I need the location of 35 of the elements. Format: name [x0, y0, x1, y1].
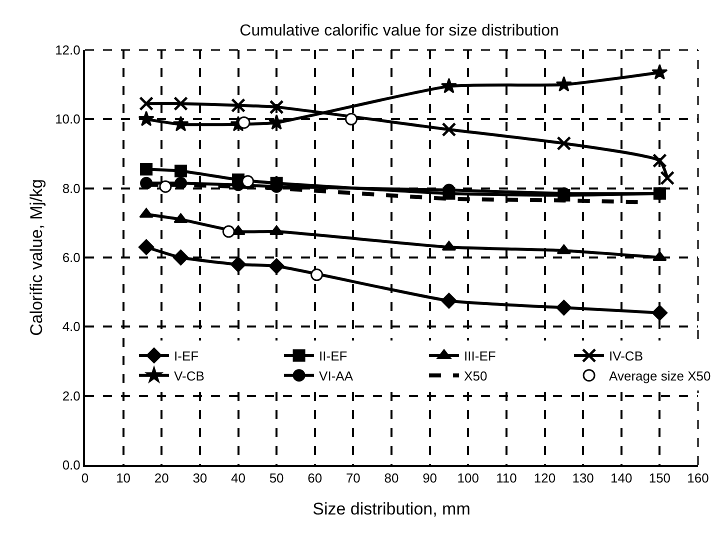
- x-tick-label: 20: [154, 470, 169, 486]
- x-tick-label: 50: [269, 470, 284, 486]
- x-tick-label: 160: [687, 470, 709, 486]
- chart-title: Cumulative calorific value for size distribution: [240, 22, 559, 40]
- x-tick-label: 130: [572, 470, 594, 486]
- legend-label: IV-CB: [609, 348, 644, 364]
- legend-label: III-EF: [464, 348, 496, 364]
- y-axis-title: Calorific value, Mj/kg: [27, 179, 46, 336]
- x-tick-label: 40: [231, 470, 246, 486]
- legend-label: V-CB: [174, 368, 204, 384]
- legend-label: VI-AA: [319, 368, 354, 384]
- x-tick-label: 10: [116, 470, 131, 486]
- legend-label: II-EF: [319, 348, 348, 364]
- y-tick-label: 12.0: [55, 42, 80, 58]
- x-tick-label: 90: [422, 470, 438, 486]
- y-tick-label: 0.0: [62, 458, 80, 473]
- x-tick-label: 60: [308, 470, 322, 486]
- x-tick-label: 120: [534, 470, 556, 486]
- x-tick-label: 140: [610, 470, 632, 486]
- x-tick-label: 0: [81, 470, 89, 486]
- y-tick-label: 10.0: [55, 112, 80, 127]
- x-axis-title: Size distribution, mm: [312, 500, 470, 518]
- legend-label: Average size X50: [609, 368, 711, 384]
- x-tick-label: 70: [346, 470, 360, 486]
- x-tick-label: 110: [496, 470, 517, 486]
- x-tick-label: 80: [384, 470, 399, 486]
- y-tick-label: 8.0: [62, 180, 80, 196]
- x-tick-label: 100: [457, 470, 479, 486]
- y-tick-label: 2.0: [62, 388, 80, 404]
- y-tick-label: 6.0: [62, 250, 80, 266]
- x-tick-label: 30: [192, 470, 208, 486]
- x-tick-label: 150: [648, 470, 671, 486]
- y-tick-label: 4.0: [62, 319, 80, 334]
- legend-label: X50: [464, 368, 488, 384]
- legend-label: I-EF: [174, 348, 199, 364]
